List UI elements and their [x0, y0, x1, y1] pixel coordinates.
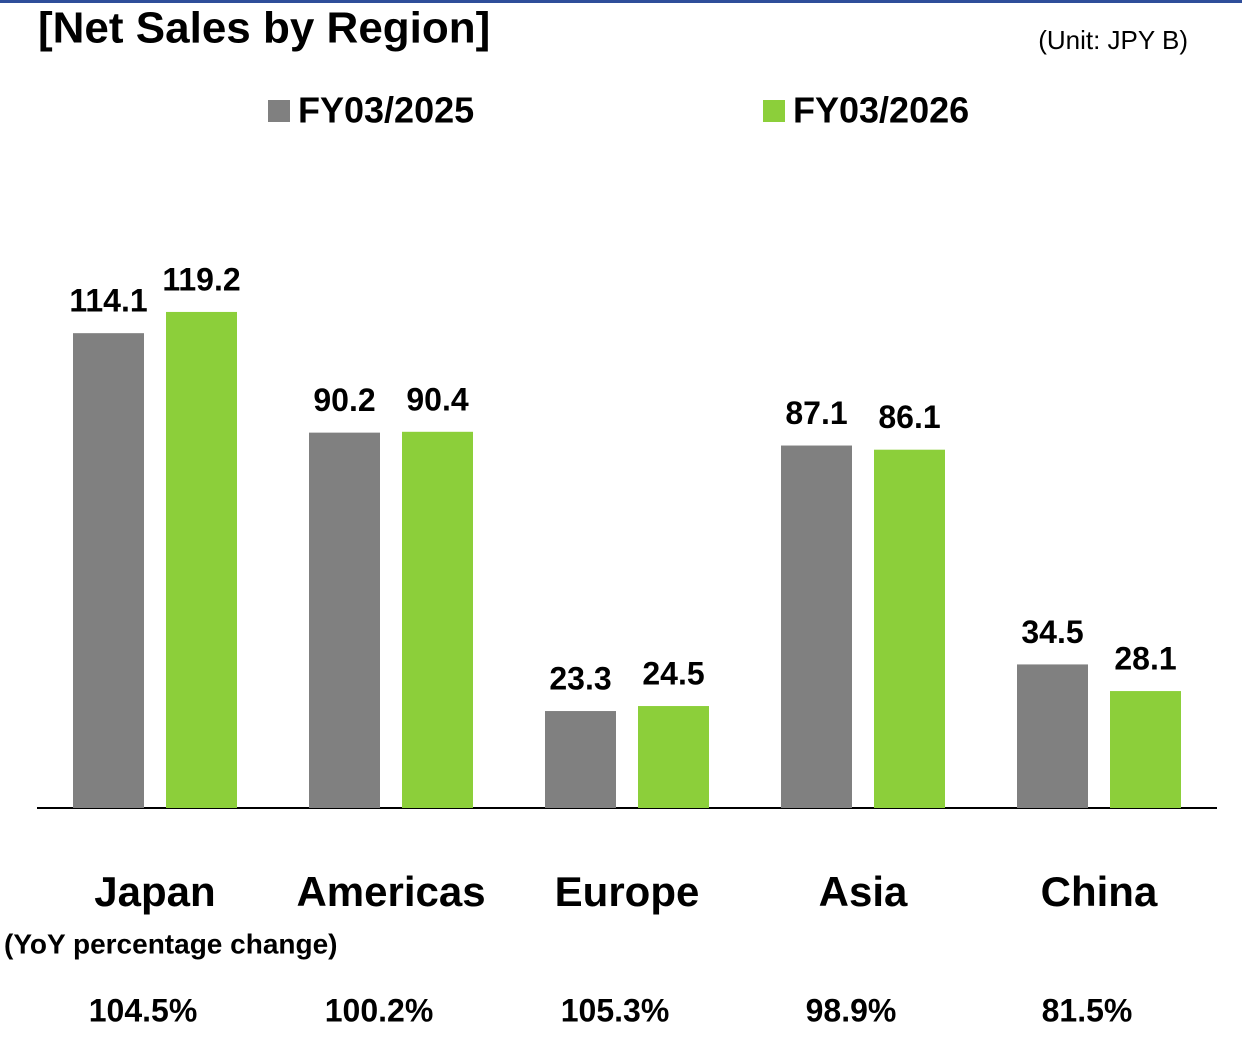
- legend-swatch: [763, 100, 785, 122]
- bar: [402, 431, 473, 808]
- legend-label: FY03/2026: [793, 90, 969, 131]
- chart-title: [Net Sales by Region]: [38, 4, 490, 53]
- legend-swatch: [268, 100, 290, 122]
- x-tick-label: Europe: [555, 868, 700, 915]
- value-label: 119.2: [162, 261, 240, 297]
- value-label: 90.2: [313, 382, 375, 418]
- yoy-heading: (YoY percentage change): [4, 928, 338, 959]
- x-tick-label: Americas: [296, 868, 485, 915]
- value-label: 87.1: [785, 395, 847, 431]
- bar: [309, 432, 380, 808]
- bar: [1110, 691, 1181, 808]
- yoy-value: 81.5%: [1042, 992, 1133, 1028]
- yoy-value: 105.3%: [561, 992, 670, 1028]
- value-label: 34.5: [1021, 614, 1083, 650]
- bar: [638, 706, 709, 808]
- value-label: 114.1: [69, 283, 147, 319]
- bar: [874, 449, 945, 808]
- legend-label: FY03/2025: [298, 90, 474, 131]
- x-tick-label: Asia: [819, 868, 908, 915]
- yoy-value: 98.9%: [806, 992, 897, 1028]
- value-label: 23.3: [549, 660, 611, 696]
- bar: [166, 311, 237, 808]
- yoy-value: 104.5%: [89, 992, 198, 1028]
- bar: [781, 445, 852, 808]
- bar: [73, 333, 144, 808]
- yoy-value: 100.2%: [325, 992, 434, 1028]
- x-tick-label: Japan: [94, 868, 215, 915]
- top-rule: [0, 0, 1242, 3]
- bar: [1017, 664, 1088, 808]
- bar: [545, 711, 616, 808]
- unit-note: (Unit: JPY B): [1038, 25, 1188, 55]
- value-label: 28.1: [1114, 641, 1176, 677]
- value-label: 24.5: [642, 655, 704, 691]
- value-label: 86.1: [878, 399, 940, 435]
- value-label: 90.4: [406, 381, 468, 417]
- x-tick-label: China: [1041, 868, 1158, 915]
